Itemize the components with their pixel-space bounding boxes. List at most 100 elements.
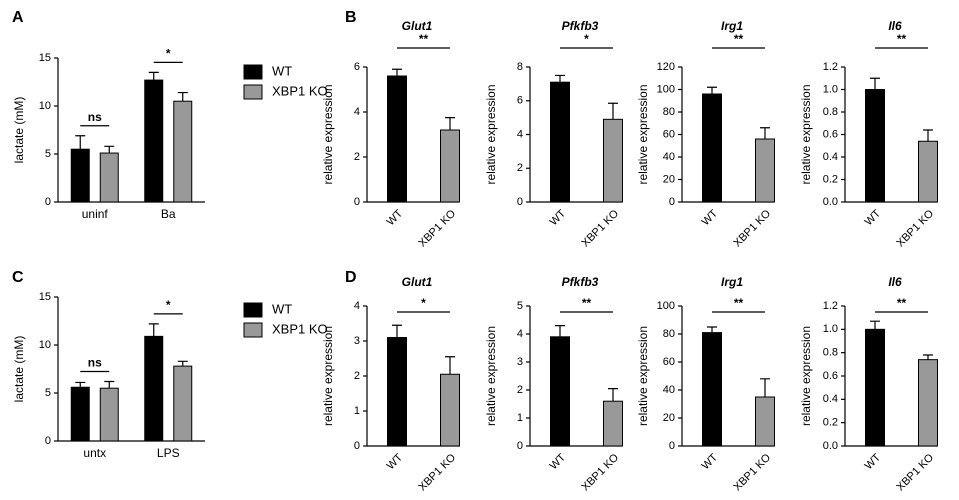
y-tick-label: 0 — [669, 196, 675, 208]
error-bar — [148, 323, 159, 337]
y-tick-label: 20 — [663, 173, 675, 185]
x-tick-label: WT — [385, 207, 406, 228]
y-axis-label: lactate (mM) — [12, 336, 26, 403]
panel-letter: A — [12, 9, 24, 26]
bar — [173, 100, 193, 203]
x-tick-label: XBP1 KO — [894, 451, 936, 493]
chart-title: Irg1 — [721, 19, 743, 33]
bar — [603, 400, 623, 447]
x-tick-label: XBP1 KO — [579, 451, 621, 493]
error-bar — [392, 324, 402, 338]
significance-label: * — [166, 298, 171, 312]
bar — [702, 332, 722, 447]
y-axis-label: relative expression — [484, 84, 498, 184]
legend-label: XBP1 KO — [272, 83, 328, 98]
y-tick-label: 0.8 — [823, 106, 838, 118]
bar — [440, 129, 460, 203]
bar — [387, 337, 407, 447]
y-tick-label: 0 — [517, 440, 523, 452]
error-bar — [608, 102, 618, 120]
error-bar — [760, 378, 770, 397]
y-tick-label: 2 — [354, 151, 360, 163]
y-tick-label: 0.8 — [823, 347, 838, 359]
bar — [70, 148, 90, 203]
y-tick-label: 15 — [39, 291, 51, 303]
y-axis-label: relative expression — [799, 326, 813, 426]
y-axis-label: lactate (mM) — [12, 97, 26, 164]
x-tick-label: XBP1 KO — [579, 207, 621, 249]
significance-label: ** — [897, 296, 907, 310]
y-tick-label: 1.0 — [823, 83, 838, 95]
bar — [70, 386, 90, 442]
y-tick-label: 0 — [669, 440, 675, 452]
error-bar — [445, 356, 455, 375]
y-tick-label: 0.0 — [823, 440, 838, 452]
y-tick-label: 3 — [354, 335, 360, 347]
error-bar — [555, 325, 565, 337]
chart-title: Glut1 — [402, 19, 433, 33]
y-tick-label: 0.2 — [823, 417, 838, 429]
y-axis-label: relative expression — [799, 84, 813, 184]
legend-swatch — [243, 84, 263, 100]
y-axis-label: relative expression — [636, 326, 650, 426]
x-tick-label: Ba — [161, 207, 176, 221]
y-tick-label: 0.4 — [823, 393, 838, 405]
error-bar — [923, 129, 933, 142]
error-bar — [555, 74, 565, 83]
y-tick-label: 0.0 — [823, 196, 838, 208]
y-tick-label: 60 — [663, 356, 675, 368]
y-tick-label: 60 — [663, 128, 675, 140]
bar — [603, 118, 623, 203]
significance-label: * — [166, 47, 171, 61]
bar — [440, 373, 460, 447]
x-tick-label: XBP1 KO — [731, 207, 773, 249]
significance-label: ** — [897, 32, 907, 46]
error-bar — [870, 320, 880, 330]
legend-label: WT — [272, 301, 292, 316]
bar — [755, 396, 775, 447]
y-tick-label: 100 — [657, 83, 675, 95]
bar — [387, 75, 407, 203]
legend-label: XBP1 KO — [272, 321, 328, 336]
bar — [99, 387, 119, 442]
y-tick-label: 5 — [45, 148, 51, 160]
y-tick-label: 1.0 — [823, 323, 838, 335]
y-tick-label: 40 — [663, 151, 675, 163]
y-tick-label: 0 — [45, 435, 51, 447]
error-bar — [75, 135, 86, 150]
error-bar — [608, 388, 618, 402]
panel-letter: C — [12, 269, 24, 286]
bar — [550, 336, 570, 447]
legend-swatch — [243, 302, 263, 318]
y-tick-label: 0.4 — [823, 151, 838, 163]
x-tick-label: XBP1 KO — [416, 207, 458, 249]
y-tick-label: 0 — [354, 196, 360, 208]
y-tick-label: 0 — [517, 196, 523, 208]
x-tick-label: WT — [548, 207, 569, 228]
y-tick-label: 0 — [354, 440, 360, 452]
bar — [865, 89, 885, 203]
y-tick-label: 6 — [517, 95, 523, 107]
y-tick-label: 120 — [657, 61, 675, 73]
error-bar — [707, 326, 717, 333]
chart-title: Irg1 — [721, 275, 743, 289]
y-tick-label: 8 — [517, 61, 523, 73]
significance-label: ** — [734, 32, 744, 46]
y-tick-label: 4 — [517, 128, 523, 140]
error-bar — [707, 86, 717, 94]
x-tick-label: XBP1 KO — [731, 451, 773, 493]
y-tick-label: 0.6 — [823, 128, 838, 140]
y-axis-label: relative expression — [321, 84, 335, 184]
x-tick-label: LPS — [157, 446, 180, 460]
bar — [173, 365, 193, 442]
y-tick-label: 10 — [39, 339, 51, 351]
y-tick-label: 40 — [663, 384, 675, 396]
y-tick-label: 10 — [39, 100, 51, 112]
y-tick-label: 80 — [663, 328, 675, 340]
panel-letter: D — [345, 269, 357, 286]
error-bar — [445, 117, 455, 130]
error-bar — [75, 381, 86, 388]
y-tick-label: 100 — [657, 300, 675, 312]
x-tick-label: XBP1 KO — [894, 207, 936, 249]
